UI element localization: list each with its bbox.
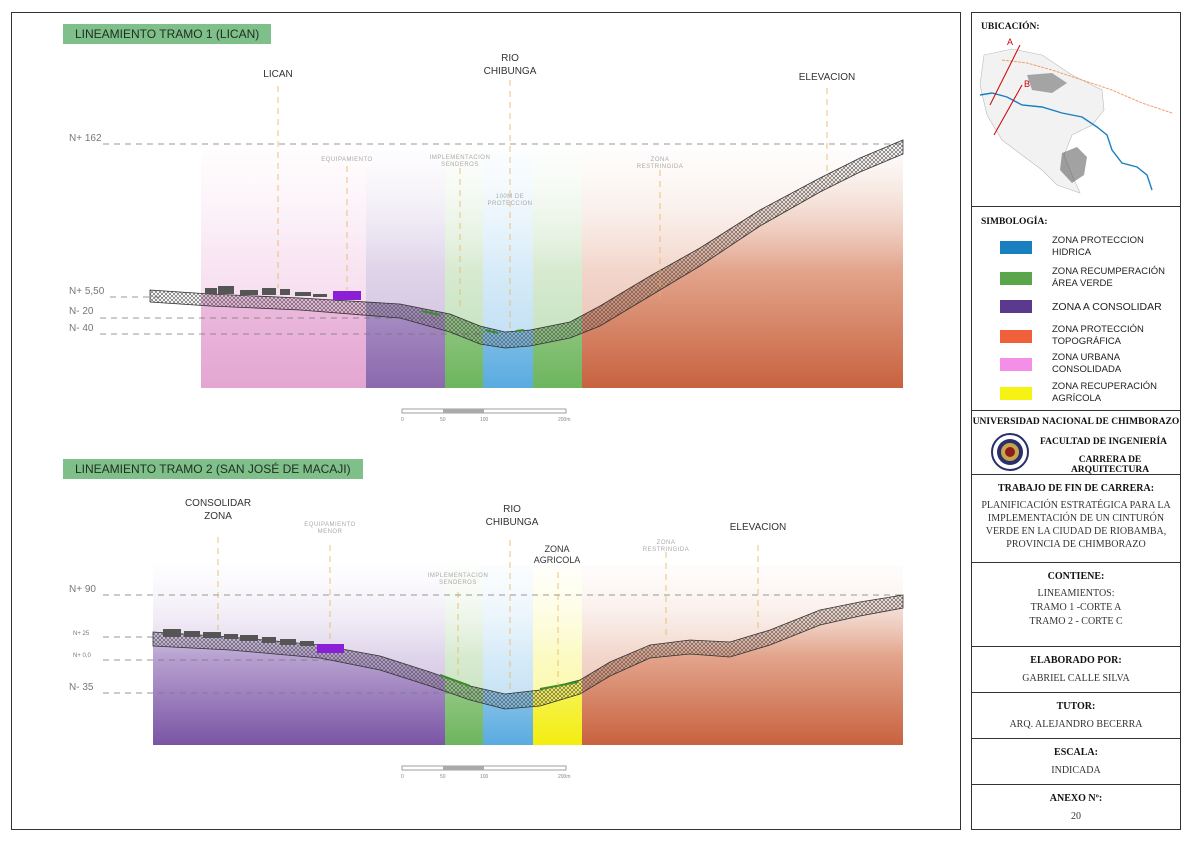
level-label: N- 35 — [69, 682, 94, 693]
zone-label-senderos: IMPLEMENTACION SENDEROS — [429, 155, 491, 168]
level-label: N+ 5,50 — [69, 286, 105, 297]
legend-item: ZONA RECUMPERACIÓN ÁREA VERDE — [1000, 266, 1175, 292]
scale-tick: 0 — [401, 417, 404, 423]
map-marker: A — [1007, 37, 1013, 47]
scale-tick: 100 — [480, 417, 489, 423]
faculty-name: FACULTAD DE INGENIERÍA — [1040, 437, 1168, 447]
scale-heading: ESCALA: — [1054, 747, 1098, 758]
scale-tick: 100 — [480, 774, 489, 780]
location-panel: UBICACIÓN: A B — [972, 13, 1180, 207]
level-label: N- 40 — [69, 323, 94, 334]
tutor-panel: TUTOR: ARQ. ALEJANDRO BECERRA — [972, 693, 1180, 739]
contents-line: LINEAMIENTOS: — [1037, 588, 1115, 599]
annex-panel: ANEXO Nº: 20 — [972, 785, 1180, 829]
level-label: N+ 162 — [69, 133, 102, 144]
university-seal-icon — [991, 433, 1029, 471]
contents-line: TRAMO 2 - CORTE C — [1029, 616, 1123, 627]
legend-swatch — [1000, 387, 1032, 400]
zone-label-equipamiento: EQUIPAMIENTO — [321, 157, 373, 163]
scale-tick: 50 — [440, 774, 446, 780]
annex-heading: ANEXO Nº: — [1049, 793, 1103, 804]
legend-item: ZONA PROTECCIÓN TOPOGRÁFICA — [1000, 324, 1175, 350]
place-label-rio-chibunga: RIO CHIBUNGA — [485, 504, 539, 528]
place-label-consolidar-zona: CONSOLIDAR ZONA — [184, 498, 252, 522]
legend-item: ZONA PROTECCION HIDRICA — [1000, 235, 1175, 261]
legend-label: ZONA PROTECCION HIDRICA — [1052, 235, 1144, 258]
author-name: GABRIEL CALLE SILVA — [1022, 673, 1130, 684]
legend-item: ZONA A CONSOLIDAR — [1000, 294, 1175, 320]
scale-tick: 0 — [401, 774, 404, 780]
zone-label-restringida: ZONA RESTRINGIDA — [642, 540, 690, 553]
career-name: CARRERA DE ARQUITECTURA — [1070, 455, 1150, 475]
place-label-zona-agricola: ZONA AGRICOLA — [533, 544, 581, 565]
place-label-elevacion: ELEVACION — [798, 72, 856, 83]
map-marker: B — [1024, 79, 1030, 89]
level-label: N- 20 — [69, 306, 94, 317]
institution-panel: UNIVERSIDAD NACIONAL DE CHIMBORAZO FACUL… — [972, 411, 1180, 475]
scale-tick: 50 — [440, 417, 446, 423]
legend-label: ZONA RECUMPERACIÓN ÁREA VERDE — [1052, 266, 1165, 289]
legend-panel: SIMBOLOGÍA: ZONA PROTECCION HIDRICA ZONA… — [972, 207, 1180, 411]
scale-panel: ESCALA: INDICADA — [972, 739, 1180, 785]
legend-label: ZONA PROTECCIÓN TOPOGRÁFICA — [1052, 324, 1144, 347]
location-heading: UBICACIÓN: — [981, 22, 1040, 32]
tutor-name: ARQ. ALEJANDRO BECERRA — [1009, 719, 1143, 730]
place-label-rio-chibunga: RIO CHIBUNGA — [483, 53, 537, 77]
contents-line: TRAMO 1 -CORTE A — [1030, 602, 1122, 613]
legend-label: ZONA URBANA CONSOLIDADA — [1052, 352, 1122, 375]
author-heading: ELABORADO POR: — [1030, 655, 1122, 666]
level-label: N+ 25 — [73, 631, 90, 637]
legend-heading: SIMBOLOGÍA: — [981, 217, 1048, 227]
legend-item: ZONA URBANA CONSOLIDADA — [1000, 352, 1175, 378]
contents-panel: CONTIENE: LINEAMIENTOS: TRAMO 1 -CORTE A… — [972, 563, 1180, 647]
legend-label: ZONA A CONSOLIDAR — [1052, 301, 1162, 313]
scale-value: INDICADA — [1051, 765, 1101, 776]
zone-label-proteccion: 100M DE PROTECCION — [487, 194, 533, 207]
location-map: A B — [979, 37, 1173, 194]
section2-title: LINEAMIENTO TRAMO 2 (SAN JOSÉ DE MACAJI) — [63, 459, 363, 479]
scale-tick: 200m — [558, 417, 571, 423]
contents-heading: CONTIENE: — [1047, 571, 1105, 582]
level-label: N+ 90 — [69, 584, 96, 595]
legend-swatch — [1000, 300, 1032, 313]
place-label-lican: LICAN — [263, 69, 293, 80]
project-panel: TRABAJO DE FIN DE CARRERA: PLANIFICACIÓN… — [972, 475, 1180, 563]
annex-number: 20 — [1071, 811, 1081, 822]
place-label-elevacion: ELEVACION — [729, 522, 787, 533]
project-title: PLANIFICACIÓN ESTRATÉGICA PARA LA IMPLEM… — [981, 500, 1171, 550]
zone-label-senderos: IMPLEMENTACION SENDEROS — [427, 573, 489, 586]
legend-item: ZONA RECUPERACIÓN AGRÍCOLA — [1000, 381, 1175, 407]
project-heading: TRABAJO DE FIN DE CARRERA: — [997, 483, 1155, 494]
zone-label-equipamiento-menor: EQUIPAMIENTO MENOR — [304, 522, 356, 535]
legend-swatch — [1000, 241, 1032, 254]
legend-swatch — [1000, 358, 1032, 371]
university-name: UNIVERSIDAD NACIONAL DE CHIMBORAZO — [972, 417, 1180, 427]
legend-swatch — [1000, 272, 1032, 285]
section1-title: LINEAMIENTO TRAMO 1 (LICAN) — [63, 24, 272, 44]
author-panel: ELABORADO POR: GABRIEL CALLE SILVA — [972, 647, 1180, 693]
title-block: UBICACIÓN: A B SIMBOLOGÍA: ZONA PROTECCI… — [971, 12, 1181, 830]
drawing-frame — [11, 12, 961, 830]
scale-tick: 200m — [558, 774, 571, 780]
level-label: N+ 0,0 — [73, 653, 91, 659]
tutor-heading: TUTOR: — [1056, 701, 1096, 712]
zone-label-restringida: ZONA RESTRINGIDA — [636, 157, 684, 170]
section1-profile — [100, 80, 905, 771]
legend-label: ZONA RECUPERACIÓN AGRÍCOLA — [1052, 381, 1158, 404]
legend-swatch — [1000, 330, 1032, 343]
